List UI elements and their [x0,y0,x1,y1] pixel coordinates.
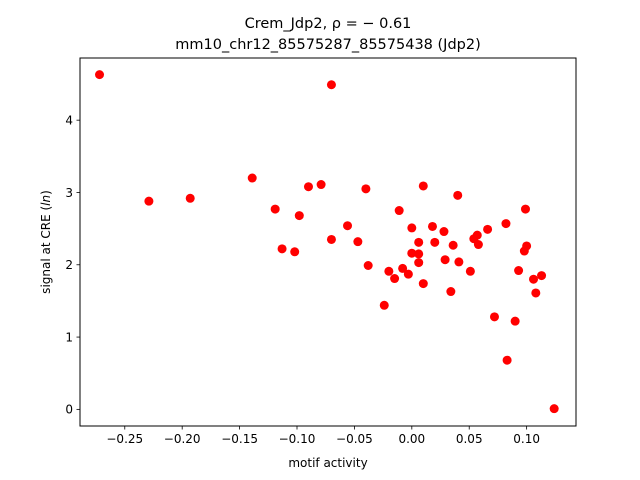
y-tick-label: 0 [65,403,73,417]
data-point [473,240,483,250]
data-point [414,249,424,259]
y-tick-label: 3 [65,186,73,200]
chart-title-line2: mm10_chr12_85575287_85575438 (Jdp2) [175,37,480,53]
data-point [519,246,529,256]
data-point [343,221,353,231]
data-point [440,255,450,265]
x-tick-label: 0.10 [513,432,540,446]
data-point [472,230,482,240]
data-point [520,204,530,214]
data-point [414,258,424,268]
data-point [326,80,336,90]
data-point [489,312,499,322]
data-point [353,237,363,247]
data-point [549,404,559,414]
x-tick-label: −0.05 [336,432,373,446]
data-point [303,182,313,192]
y-axis-ticks: 0 1 2 3 4 [65,113,80,417]
data-point [414,237,424,247]
data-point [394,206,404,216]
y-axis-label-prefix: signal at CRE ( [39,206,53,294]
data-point [418,181,428,191]
y-tick-label: 1 [65,330,73,344]
y-axis-label: signal at CRE (ln) [39,190,53,294]
data-point [316,180,326,190]
axes-frame [79,57,577,427]
data-point [439,227,449,237]
data-point [537,271,547,281]
data-point [247,173,257,183]
y-tick-label: 4 [65,113,73,127]
data-point [270,204,280,214]
data-point [326,234,336,244]
data-point [465,266,475,276]
data-point [430,237,440,247]
data-point [290,247,300,257]
x-tick-label: −0.20 [164,432,201,446]
data-point [427,221,437,231]
x-tick-label: −0.15 [221,432,258,446]
data-point [390,274,400,284]
data-point [514,266,524,276]
x-tick-label: −0.25 [106,432,143,446]
y-tick-label: 2 [65,258,73,272]
data-point [361,184,371,194]
x-tick-label: 0.05 [456,432,483,446]
data-point [453,190,463,200]
data-point [363,260,373,270]
data-point [277,244,287,254]
data-point [446,287,456,297]
data-point [510,316,520,326]
data-point [144,196,154,206]
data-point [502,355,512,365]
x-axis-ticks: −0.25 −0.20 −0.15 −0.10 −0.05 0.00 0.05 0.10 [106,426,540,446]
data-point [529,274,539,284]
data-point [294,211,304,221]
data-point [448,240,458,250]
x-tick-label: 0.00 [398,432,425,446]
data-point [418,279,428,289]
y-axis-label-unit: ln [39,195,53,206]
data-point [501,219,511,229]
data-points [95,70,559,414]
data-point [185,193,195,203]
data-point [95,70,105,80]
data-point [407,248,417,258]
data-point [531,288,541,298]
data-point [483,224,493,234]
x-tick-label: −0.10 [279,432,316,446]
data-point [398,263,408,273]
data-point [379,300,389,310]
x-axis-label: motif activity [288,456,367,470]
data-point [407,223,417,233]
data-point [454,257,464,267]
data-point [384,266,394,276]
chart-title-line1: Crem_Jdp2, ρ = − 0.61 [245,16,412,32]
data-point [403,269,413,279]
y-axis-label-suffix: ) [39,190,53,195]
